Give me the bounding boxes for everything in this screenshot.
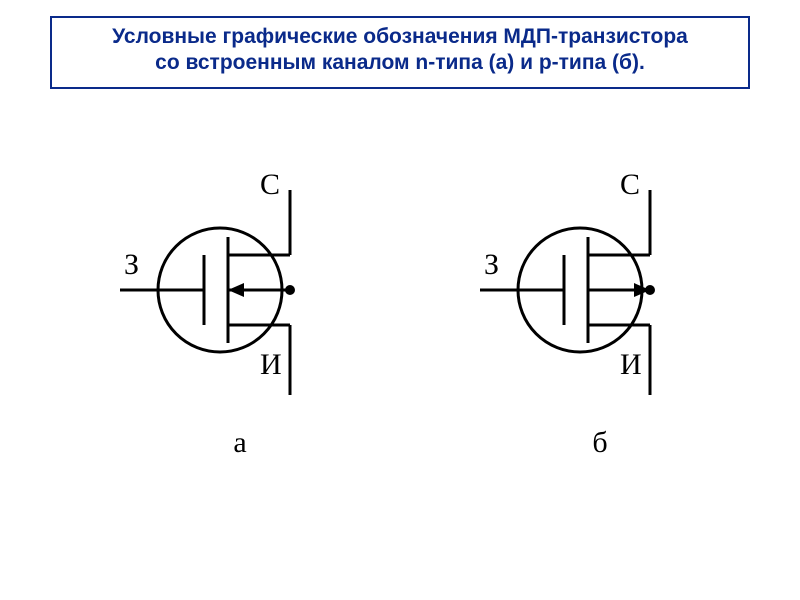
drain-label: С xyxy=(260,168,280,202)
title-line-2: со встроенным каналом n-типа (а) и p-тип… xyxy=(155,51,645,74)
symbol-a-caption: а xyxy=(110,426,370,460)
drain-label: С xyxy=(620,168,640,202)
source-label: И xyxy=(260,348,282,382)
symbol-b-caption: б xyxy=(470,426,730,460)
symbol-a: З С И а xyxy=(110,160,370,460)
gate-label: З xyxy=(484,248,499,282)
title-line-1: Условные графические обозначения МДП-тра… xyxy=(112,25,688,48)
symbol-b: З С И б xyxy=(470,160,730,460)
source-label: И xyxy=(620,348,642,382)
symbol-a-svg xyxy=(110,160,370,420)
symbol-b-svg xyxy=(470,160,730,420)
page: Условные графические обозначения МДП-тра… xyxy=(0,0,800,600)
page-title: Условные графические обозначения МДП-тра… xyxy=(50,16,750,89)
gate-label: З xyxy=(124,248,139,282)
